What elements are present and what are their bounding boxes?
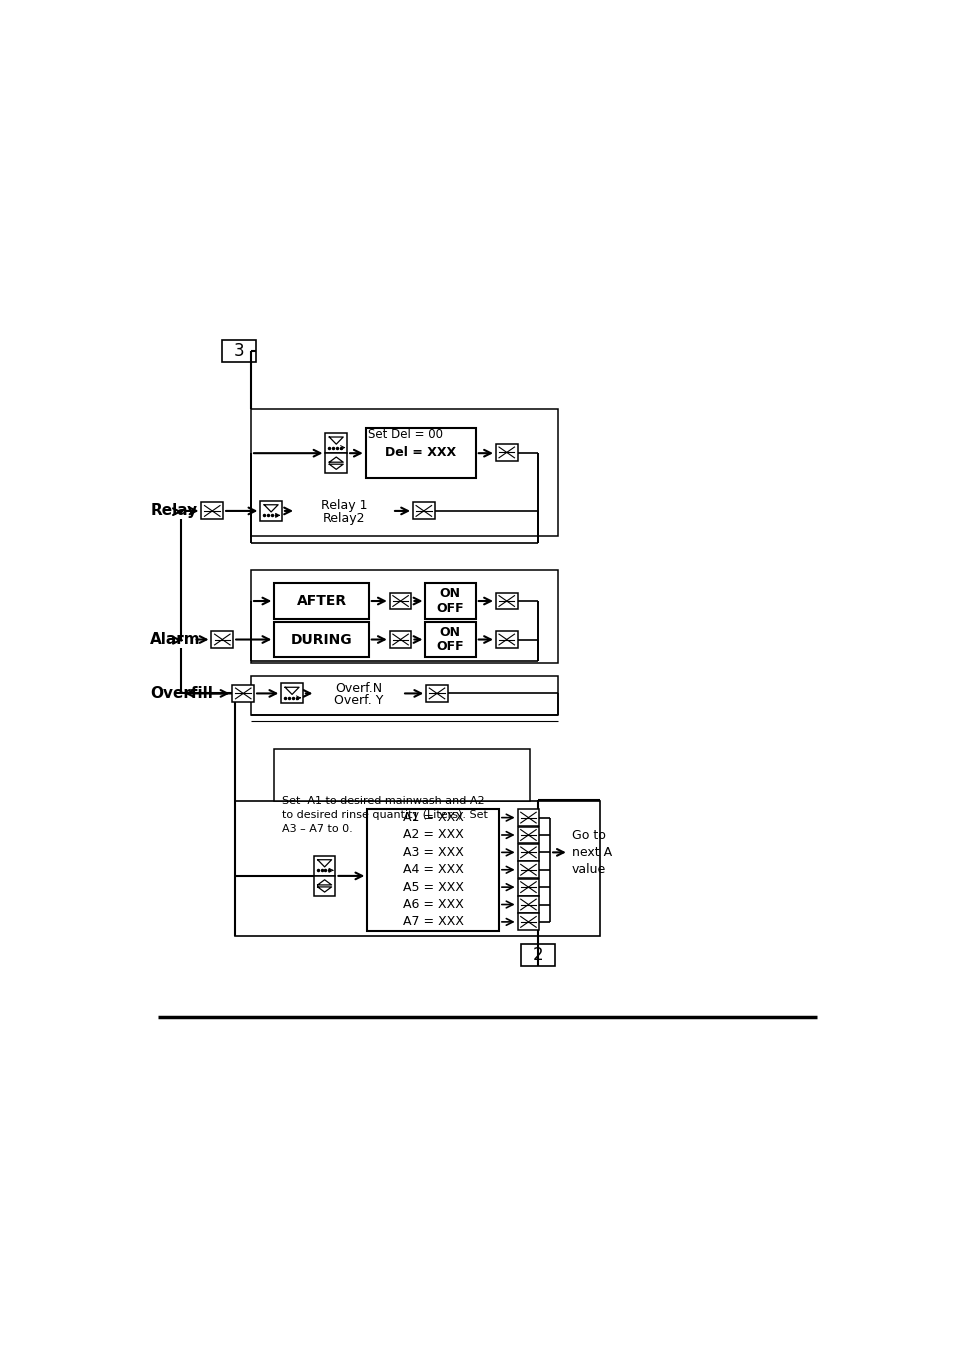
Text: ON: ON bbox=[439, 588, 460, 600]
Bar bbox=[251, 677, 558, 715]
Bar bbox=[251, 570, 558, 662]
Text: A1 = XXX: A1 = XXX bbox=[402, 811, 463, 824]
Text: Set Del = 00: Set Del = 00 bbox=[368, 428, 443, 440]
Bar bbox=[365, 428, 476, 478]
Bar bbox=[517, 844, 538, 861]
Bar bbox=[251, 408, 558, 535]
Bar bbox=[314, 857, 335, 875]
Text: A4 = XXX: A4 = XXX bbox=[402, 863, 463, 877]
Text: A6 = XXX: A6 = XXX bbox=[402, 898, 463, 911]
Bar bbox=[390, 593, 411, 609]
Bar bbox=[425, 621, 476, 657]
Bar bbox=[325, 453, 347, 473]
Bar bbox=[260, 501, 282, 521]
Text: Overf.N: Overf.N bbox=[335, 682, 382, 694]
Bar bbox=[413, 503, 435, 519]
Bar bbox=[222, 340, 256, 362]
Bar bbox=[496, 444, 517, 461]
Text: A7 = XXX: A7 = XXX bbox=[402, 916, 463, 928]
Text: Set  A1 to desired mainwash and A2
to desired rinse quantity (Liters). Set
A3 – : Set A1 to desired mainwash and A2 to des… bbox=[282, 796, 487, 834]
Text: A5 = XXX: A5 = XXX bbox=[402, 881, 463, 893]
Bar bbox=[520, 944, 555, 966]
Text: Relay 1: Relay 1 bbox=[320, 499, 367, 512]
Bar bbox=[325, 434, 347, 453]
Bar bbox=[233, 685, 253, 703]
Text: Alarm: Alarm bbox=[150, 632, 201, 647]
Bar bbox=[212, 631, 233, 648]
Bar bbox=[274, 621, 369, 657]
Bar bbox=[496, 631, 517, 648]
Bar bbox=[314, 875, 335, 896]
Bar bbox=[517, 913, 538, 931]
Text: Overfill: Overfill bbox=[150, 686, 213, 701]
Bar bbox=[517, 896, 538, 913]
Text: OFF: OFF bbox=[436, 640, 463, 653]
Text: 2: 2 bbox=[532, 946, 542, 965]
Bar bbox=[425, 584, 476, 619]
Bar bbox=[295, 493, 392, 530]
Text: Relay: Relay bbox=[150, 504, 197, 519]
Text: Overf. Y: Overf. Y bbox=[334, 693, 383, 707]
Bar bbox=[315, 678, 402, 711]
Text: DURING: DURING bbox=[291, 632, 352, 647]
Text: A3 = XXX: A3 = XXX bbox=[402, 846, 463, 859]
Bar bbox=[367, 809, 498, 931]
Text: Del = XXX: Del = XXX bbox=[385, 446, 456, 459]
Bar bbox=[517, 878, 538, 896]
Text: Relay2: Relay2 bbox=[322, 512, 365, 524]
Bar bbox=[201, 503, 223, 519]
Bar bbox=[517, 862, 538, 878]
Bar bbox=[517, 827, 538, 843]
Text: ON: ON bbox=[439, 626, 460, 639]
Bar bbox=[517, 809, 538, 825]
Text: OFF: OFF bbox=[436, 601, 463, 615]
Bar bbox=[496, 593, 517, 609]
Bar bbox=[281, 684, 303, 704]
Text: Go to
next A
value: Go to next A value bbox=[571, 830, 611, 875]
Text: 3: 3 bbox=[233, 342, 244, 359]
Text: A2 = XXX: A2 = XXX bbox=[402, 828, 463, 842]
Text: AFTER: AFTER bbox=[296, 594, 346, 608]
Bar bbox=[390, 631, 411, 648]
Bar bbox=[274, 748, 530, 801]
Bar bbox=[426, 685, 447, 703]
Bar bbox=[274, 584, 369, 619]
Bar bbox=[235, 801, 599, 936]
